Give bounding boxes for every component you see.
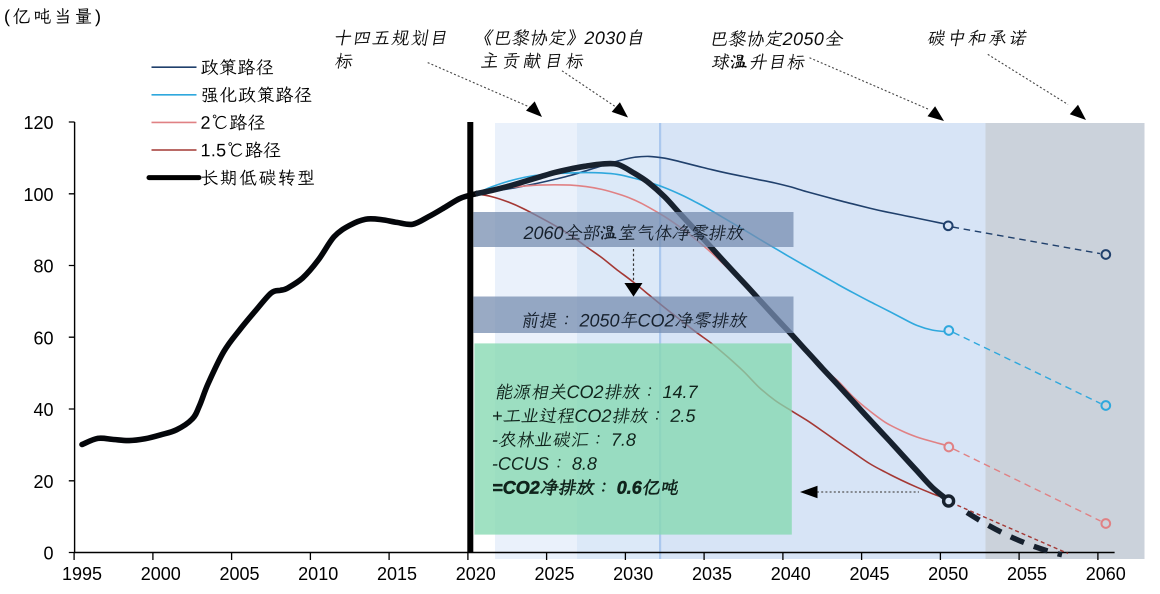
svg-text:2040: 2040 <box>771 564 811 584</box>
svg-text:60: 60 <box>33 328 53 348</box>
svg-text:2050: 2050 <box>928 564 968 584</box>
svg-text:1995: 1995 <box>62 564 102 584</box>
svg-text:20: 20 <box>33 472 53 492</box>
svg-text:2000: 2000 <box>141 564 181 584</box>
svg-text:120: 120 <box>23 113 53 133</box>
svg-text:2035: 2035 <box>692 564 732 584</box>
svg-text:2030: 2030 <box>613 564 653 584</box>
svg-text:2045: 2045 <box>849 564 889 584</box>
svg-text:100: 100 <box>23 185 53 205</box>
svg-text:0: 0 <box>43 544 53 564</box>
svg-text:40: 40 <box>33 400 53 420</box>
svg-text:2010: 2010 <box>298 564 338 584</box>
svg-text:2025: 2025 <box>534 564 574 584</box>
svg-text:2015: 2015 <box>377 564 417 584</box>
svg-text:2020: 2020 <box>456 564 496 584</box>
svg-text:2060: 2060 <box>1086 564 1126 584</box>
svg-text:2055: 2055 <box>1007 564 1047 584</box>
svg-text:80: 80 <box>33 257 53 277</box>
svg-text:2005: 2005 <box>219 564 259 584</box>
